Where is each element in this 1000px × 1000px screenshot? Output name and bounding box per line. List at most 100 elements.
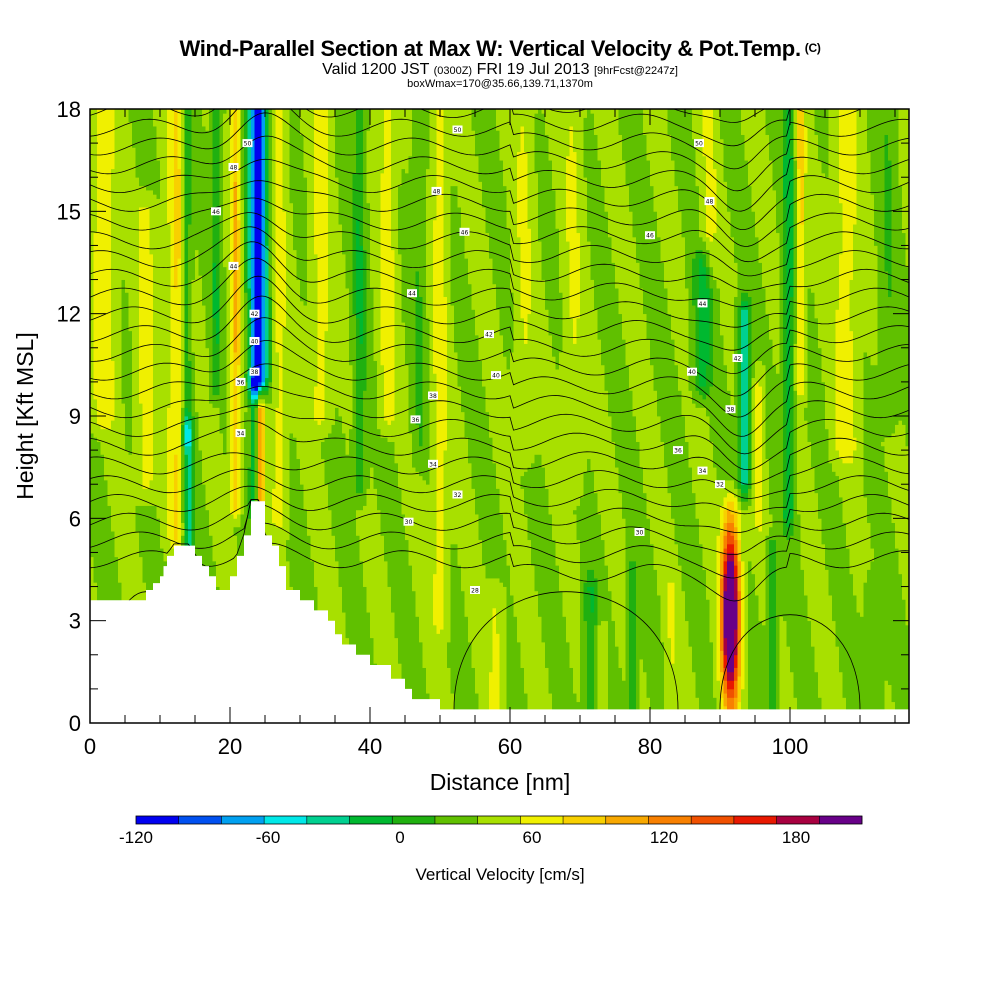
velocity-cell	[898, 109, 903, 187]
velocity-cell	[387, 424, 392, 442]
velocity-cell	[188, 411, 192, 421]
colorbar-tick-label: -60	[256, 828, 281, 847]
velocity-cell	[244, 292, 248, 374]
isotherm-line	[90, 241, 909, 308]
velocity-cell	[667, 582, 672, 639]
velocity-cell	[100, 454, 105, 634]
velocity-cell	[314, 253, 318, 387]
velocity-cell	[769, 539, 773, 723]
velocity-cell	[265, 377, 269, 391]
isotherm-line	[90, 295, 909, 374]
velocity-cell	[524, 514, 528, 694]
velocity-cell	[765, 313, 770, 460]
velocity-cell	[363, 586, 367, 723]
velocity-cell	[468, 109, 472, 285]
velocity-cell	[520, 667, 525, 723]
velocity-cell	[356, 219, 360, 319]
isotherm-label-text: 46	[461, 229, 469, 236]
velocity-cell	[457, 207, 462, 387]
isotherm-line	[90, 363, 909, 437]
velocity-cell	[293, 249, 297, 438]
velocity-cell	[853, 450, 857, 596]
chart-subtitle-box: boxWmax=170@35.66,139.71,1370m	[407, 78, 593, 90]
velocity-cell	[552, 356, 556, 541]
velocity-cell	[674, 364, 679, 545]
colorbar-swatch	[306, 816, 350, 824]
velocity-cell	[104, 479, 108, 660]
velocity-cell	[646, 160, 651, 340]
isotherm-label: 50	[452, 125, 463, 134]
isotherm-label-text: 34	[429, 461, 437, 468]
velocity-cell	[307, 109, 311, 536]
velocity-cell	[538, 616, 542, 723]
velocity-cell	[153, 109, 157, 127]
velocity-cell	[874, 364, 878, 723]
velocity-cell	[905, 266, 909, 447]
velocity-cell	[902, 232, 906, 425]
velocity-cell	[408, 565, 413, 723]
velocity-cell	[324, 109, 329, 332]
velocity-cell	[559, 352, 563, 592]
velocity-cell	[391, 109, 395, 251]
velocity-cell	[384, 109, 388, 421]
velocity-cell	[142, 488, 147, 506]
colorbar-labels: -120 -60 0 60 120 180	[119, 828, 810, 847]
velocity-cell	[699, 543, 703, 723]
isotherm-line	[90, 385, 909, 455]
velocity-cell	[702, 398, 707, 408]
velocity-cell	[342, 253, 346, 434]
velocity-cell	[692, 138, 696, 259]
colorbar-swatch	[563, 816, 607, 824]
velocity-cell	[779, 616, 784, 723]
velocity-cell	[744, 309, 749, 485]
velocity-cell	[730, 552, 735, 562]
velocity-cell	[380, 437, 385, 536]
velocity-cell	[524, 693, 528, 723]
isotherm-label-bg	[211, 207, 221, 216]
velocity-cell	[317, 109, 322, 425]
velocity-cell	[723, 548, 728, 562]
velocity-cell	[769, 526, 773, 541]
velocity-cell	[541, 641, 546, 723]
velocity-cell	[398, 488, 402, 664]
velocity-cell	[678, 211, 682, 391]
velocity-cell	[695, 518, 700, 698]
velocity-cell	[247, 288, 252, 370]
velocity-cell	[818, 518, 822, 698]
velocity-cell	[503, 356, 507, 541]
velocity-cell	[622, 339, 626, 519]
velocity-cell	[762, 288, 766, 366]
velocity-cell	[419, 475, 423, 643]
velocity-cell	[884, 271, 889, 438]
velocity-cell	[286, 109, 290, 541]
isotherm-line	[90, 109, 909, 170]
velocity-cell	[758, 360, 763, 387]
velocity-cell	[352, 313, 357, 690]
velocity-cell	[723, 181, 728, 366]
isotherm-label: 30	[634, 528, 645, 537]
isotherm-line	[90, 135, 909, 212]
isotherm-line	[90, 499, 909, 579]
velocity-cell	[604, 211, 609, 391]
velocity-cell	[650, 364, 654, 545]
velocity-cell	[611, 109, 616, 263]
velocity-cell	[377, 428, 381, 511]
velocity-cell	[258, 398, 262, 404]
velocity-cell	[884, 680, 889, 723]
velocity-cell	[720, 505, 724, 532]
velocity-cell	[748, 296, 752, 489]
velocity-cell	[321, 441, 325, 460]
velocity-cell	[723, 667, 728, 681]
velocity-cell	[534, 113, 539, 174]
velocity-cell	[153, 126, 157, 195]
velocity-cell	[695, 407, 700, 519]
velocity-cell	[247, 109, 252, 289]
velocity-cell	[408, 433, 413, 566]
velocity-cell	[125, 450, 129, 634]
velocity-cell	[797, 109, 801, 170]
velocity-cell	[601, 109, 605, 187]
velocity-cell	[345, 288, 350, 455]
velocity-cell	[97, 424, 101, 442]
velocity-cell	[520, 317, 525, 477]
